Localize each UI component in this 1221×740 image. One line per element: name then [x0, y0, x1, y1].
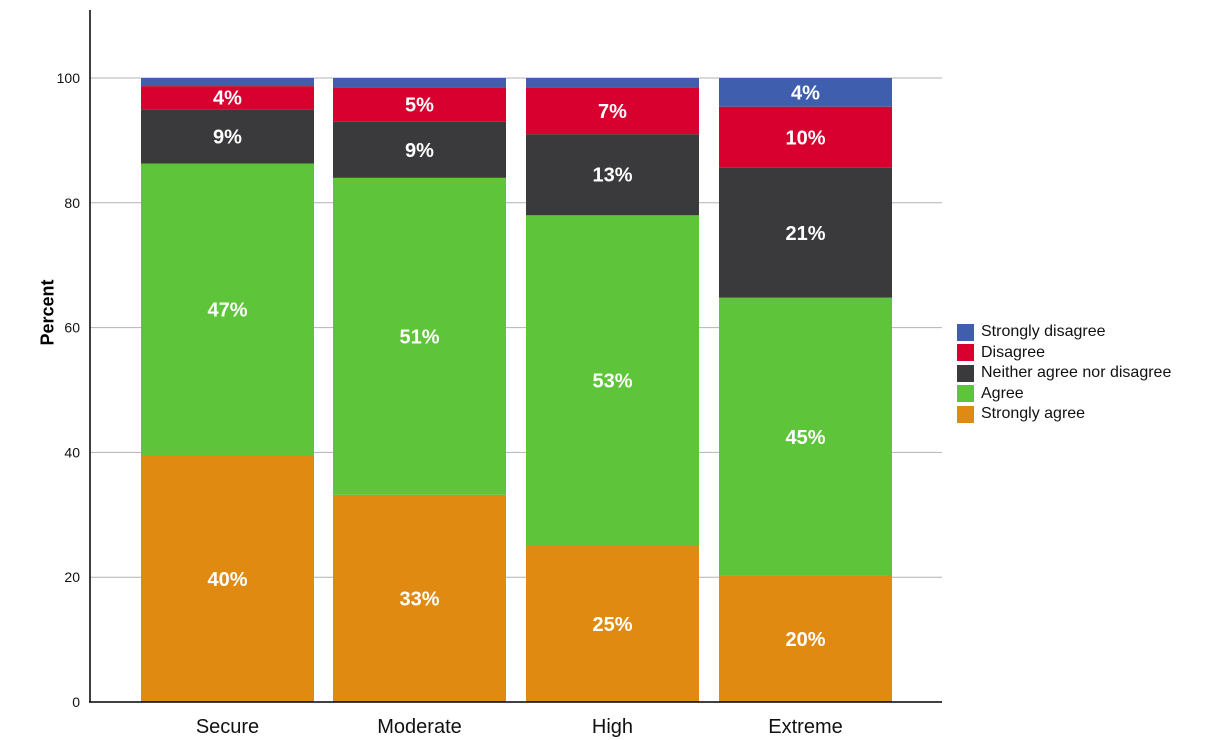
bar-segment [141, 109, 314, 164]
bar-segment [526, 134, 699, 216]
bar-segment [526, 78, 699, 88]
legend-swatch [957, 364, 974, 382]
bar-segment [333, 494, 506, 702]
y-tick-label: 60 [64, 320, 80, 336]
bar-segment [719, 167, 892, 298]
bar-segment [141, 86, 314, 110]
y-axis-label: Percent [37, 279, 58, 346]
legend-swatch [957, 385, 974, 403]
x-tick-label: High [592, 716, 633, 738]
legend-item: Agree [957, 384, 1171, 405]
data-label: 21% [785, 223, 825, 245]
bars [141, 78, 892, 702]
bar-segment [719, 575, 892, 702]
data-label: 13% [592, 165, 632, 187]
legend-label: Neither agree nor disagree [981, 364, 1172, 382]
bar-segment [526, 87, 699, 135]
data-label: 25% [592, 614, 632, 636]
bar-segment [333, 78, 506, 88]
data-label: 40% [207, 569, 247, 591]
data-label: 5% [405, 95, 434, 117]
data-label: 53% [592, 371, 632, 393]
legend-swatch [957, 405, 974, 423]
bar-segment [333, 121, 506, 178]
data-label: 51% [399, 326, 439, 348]
data-label: 47% [207, 300, 247, 322]
bar-segment [719, 297, 892, 576]
y-tick-label: 40 [64, 444, 80, 460]
legend-item: Neither agree nor disagree [957, 363, 1171, 384]
bar-segment [141, 455, 314, 702]
y-tick-label: 0 [72, 694, 80, 710]
bar-segment [141, 78, 314, 87]
axes [89, 10, 942, 703]
bar-segment [719, 78, 892, 107]
legend-item: Strongly agree [957, 404, 1171, 425]
legend-swatch [957, 323, 974, 341]
data-label: 33% [399, 588, 439, 610]
legend-item: Disagree [957, 343, 1171, 364]
legend-label: Disagree [981, 343, 1046, 361]
data-label: 9% [405, 140, 434, 162]
x-tick-label: Moderate [377, 716, 462, 738]
data-label: 4% [213, 88, 242, 110]
x-tick-labels: Secure Moderate High Extreme [196, 716, 843, 738]
y-tick-label: 100 [57, 70, 81, 86]
y-tick-labels: 0 20 40 60 80 100 [57, 70, 81, 710]
legend-label: Strongly disagree [981, 323, 1106, 341]
data-label: 9% [213, 126, 242, 148]
legend-swatch [957, 344, 974, 362]
bar-segment [526, 546, 699, 702]
data-label: 20% [785, 629, 825, 651]
legend-item: Strongly disagree [957, 322, 1171, 343]
bar-segment [719, 106, 892, 168]
data-label: 7% [598, 101, 627, 123]
legend-label: Agree [981, 384, 1024, 402]
data-label: 10% [785, 127, 825, 149]
x-tick-label: Secure [196, 716, 259, 738]
data-label: 45% [785, 427, 825, 449]
bar-segment [333, 87, 506, 122]
data-label: 4% [791, 82, 820, 104]
bar-segment [141, 163, 314, 456]
legend-label: Strongly agree [981, 405, 1086, 423]
y-tick-label: 80 [64, 195, 80, 211]
bar-segment [526, 215, 699, 546]
x-tick-label: Extreme [768, 716, 842, 738]
legend: Strongly disagree Disagree Neither agree n… [957, 322, 1171, 425]
bar-segment [333, 177, 506, 495]
y-tick-label: 20 [64, 569, 80, 585]
data-labels: 40% 47% 9% 4% 33% 51% 9% 5% 25% 53% 13% 7% 20% 45% 21%… [207, 82, 825, 651]
